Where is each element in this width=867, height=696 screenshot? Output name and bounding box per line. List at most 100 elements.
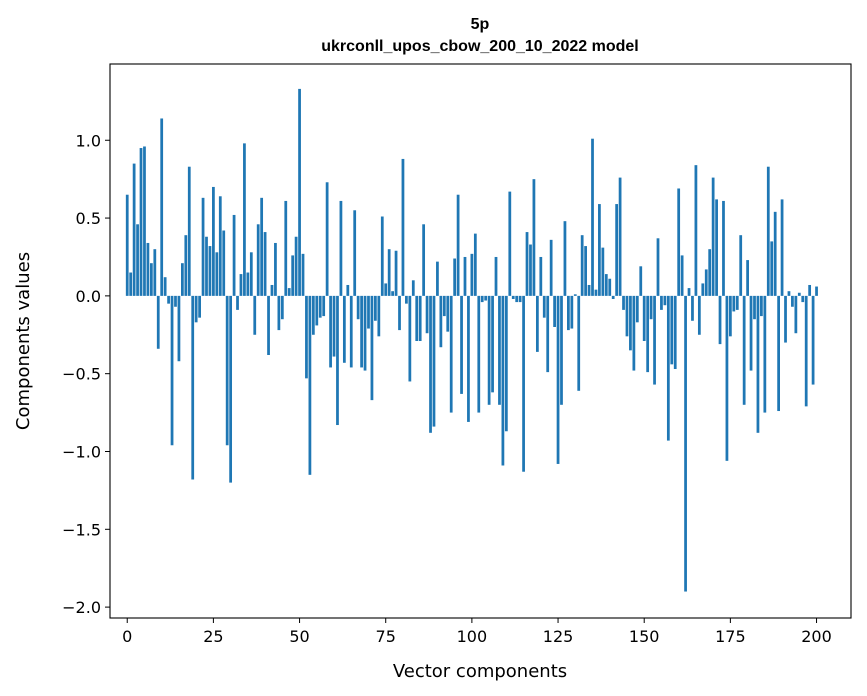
bar-167 xyxy=(701,283,705,296)
bar-39 xyxy=(260,197,264,296)
bar-171 xyxy=(715,199,718,296)
bar-109 xyxy=(501,295,505,466)
bar-110 xyxy=(504,295,508,432)
bar-3 xyxy=(136,224,139,296)
bar-116 xyxy=(525,232,529,296)
x-axis-label: Vector components xyxy=(393,661,567,682)
bar-6 xyxy=(146,242,150,296)
bar-118 xyxy=(532,179,536,296)
bar-86 xyxy=(422,224,426,296)
bar-153 xyxy=(653,295,656,385)
bar-57 xyxy=(322,295,326,317)
bar-53 xyxy=(308,295,312,475)
bar-199 xyxy=(811,295,815,385)
bar-35 xyxy=(246,272,250,296)
bar-125 xyxy=(556,295,560,464)
bar-130 xyxy=(573,294,577,296)
bar-133 xyxy=(584,246,587,296)
bar-85 xyxy=(418,295,422,341)
bar-91 xyxy=(439,295,443,348)
x-tick-label: 150 xyxy=(629,627,660,646)
bar-108 xyxy=(498,295,501,405)
bar-10 xyxy=(160,118,164,296)
bar-136 xyxy=(594,289,598,296)
bar-21 xyxy=(198,295,201,318)
bar-97 xyxy=(460,295,463,394)
bar-181 xyxy=(749,295,753,371)
bar-146 xyxy=(629,295,632,351)
bar-128 xyxy=(567,295,570,331)
bar-161 xyxy=(680,255,684,296)
bar-137 xyxy=(598,204,601,296)
bar-165 xyxy=(694,165,698,296)
bar-172 xyxy=(718,295,722,345)
bar-164 xyxy=(691,295,694,321)
bar-17 xyxy=(184,235,188,296)
bar-36 xyxy=(249,252,253,296)
bar-176 xyxy=(732,295,736,312)
bar-58 xyxy=(325,182,329,296)
bar-2 xyxy=(132,163,136,296)
bar-11 xyxy=(163,277,167,296)
bar-62 xyxy=(339,200,343,296)
bar-16 xyxy=(181,263,184,296)
bar-106 xyxy=(491,295,494,393)
bar-101 xyxy=(473,233,477,296)
bar-69 xyxy=(363,295,367,371)
bar-198 xyxy=(808,284,812,296)
bar-173 xyxy=(722,200,725,296)
bar-94 xyxy=(449,295,453,413)
x-tick-label: 0 xyxy=(122,627,132,646)
bar-186 xyxy=(766,166,770,296)
bar-131 xyxy=(577,295,581,391)
bar-193 xyxy=(791,295,794,307)
bar-178 xyxy=(739,235,743,296)
bar-158 xyxy=(670,295,674,365)
bar-195 xyxy=(797,292,801,296)
bar-154 xyxy=(656,238,660,296)
bar-102 xyxy=(477,295,481,413)
bar-79 xyxy=(398,295,401,331)
chart-title-line-1: 5p xyxy=(471,16,490,33)
bar-46 xyxy=(284,200,288,296)
bar-160 xyxy=(677,188,681,296)
bar-141 xyxy=(611,295,615,299)
bar-32 xyxy=(236,295,239,310)
bar-120 xyxy=(539,256,543,296)
bar-68 xyxy=(360,295,363,368)
bar-182 xyxy=(753,295,756,320)
bar-70 xyxy=(367,295,370,329)
bar-0 xyxy=(125,194,129,296)
bar-66 xyxy=(353,210,357,296)
bar-73 xyxy=(377,295,381,337)
x-tick-label: 75 xyxy=(376,627,396,646)
bar-78 xyxy=(394,250,398,296)
bar-7 xyxy=(149,263,153,296)
bar-148 xyxy=(635,295,639,323)
bar-12 xyxy=(167,295,170,304)
bar-143 xyxy=(618,177,622,296)
bar-28 xyxy=(222,230,226,296)
y-tick-label: 1.0 xyxy=(76,131,101,150)
bar-31 xyxy=(232,214,236,296)
bar-54 xyxy=(311,295,315,335)
bar-9 xyxy=(156,295,160,349)
bar-184 xyxy=(760,295,763,317)
bar-156 xyxy=(663,295,667,306)
bar-113 xyxy=(515,295,519,303)
bar-149 xyxy=(639,266,643,296)
bar-33 xyxy=(239,274,243,296)
bar-1 xyxy=(129,272,133,296)
y-tick-label: −1.5 xyxy=(62,520,101,539)
bar-13 xyxy=(170,295,174,446)
chart-title-line-2: ukrconll_upos_cbow_200_10_2022 model xyxy=(321,38,638,55)
bar-151 xyxy=(646,295,650,373)
bar-139 xyxy=(604,274,608,296)
bar-104 xyxy=(484,295,488,301)
bar-135 xyxy=(591,138,594,296)
bar-92 xyxy=(442,295,446,317)
bar-190 xyxy=(780,199,784,296)
bar-200 xyxy=(815,286,818,296)
bar-81 xyxy=(405,295,408,304)
